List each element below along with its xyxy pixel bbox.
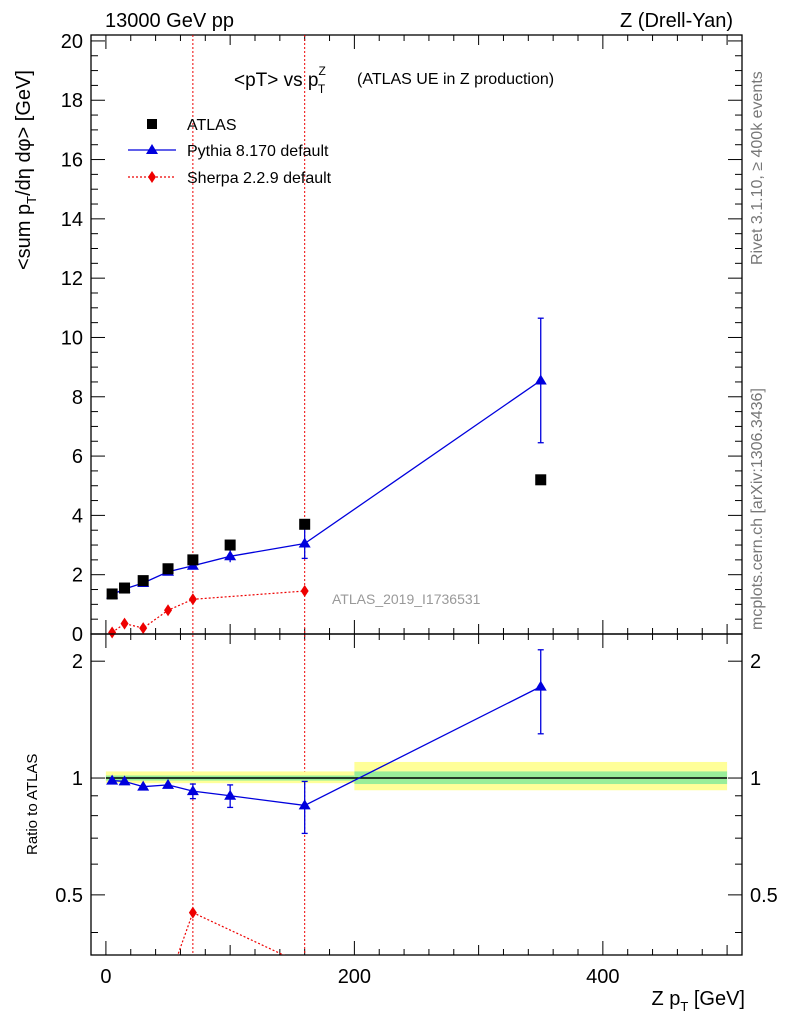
y-tick-label: 18 — [61, 90, 83, 112]
pythia-ratio-point — [298, 799, 311, 810]
header-right: Z (Drell-Yan) — [620, 10, 733, 32]
sherpa-ratio-point — [301, 959, 309, 971]
sherpa-point — [164, 604, 173, 617]
svg-text:<pT> vs pZT: <pT> vs pZ T — [234, 64, 326, 96]
title-main: <pT> vs p — [234, 70, 319, 91]
legend-label-pythia: Pythia 8.170 default — [187, 143, 329, 160]
title-sub: T — [318, 82, 326, 96]
title-sup: Z — [319, 64, 326, 78]
legend-label-sherpa: Sherpa 2.2.9 default — [187, 170, 332, 187]
legend-label-atlas: ATLAS — [187, 117, 237, 134]
y-axis-label-main: <sum pT/dη dφ> [GeV] — [13, 70, 39, 270]
sherpa-ratio-line-segment — [177, 912, 194, 955]
pythia-point — [298, 537, 311, 548]
x-tick-label: 0 — [100, 966, 111, 988]
atlas-point — [187, 554, 199, 566]
pythia-ratio-point — [162, 778, 175, 789]
atlas-point — [224, 539, 236, 551]
y-axis-label-ratio: Ratio to ATLAS — [24, 754, 41, 855]
atlas-point — [535, 474, 547, 486]
pythia-ratio-point — [534, 680, 547, 691]
legend-marker-pythia — [146, 144, 158, 154]
y-tick-label: 14 — [61, 209, 83, 231]
atlas-point — [137, 575, 149, 587]
y-tick-label: 2 — [72, 565, 83, 587]
sherpa-ratio-point — [188, 906, 197, 919]
analysis-tag: ATLAS_2019_I1736531 — [332, 591, 481, 607]
atlas-point — [106, 588, 118, 600]
sherpa-point — [120, 617, 129, 630]
pythia-ratio-point — [118, 775, 131, 786]
y-tick-label: 20 — [61, 31, 83, 53]
y-tick-label: 0 — [72, 624, 83, 646]
ratio-y-tick-label: 2 — [72, 651, 83, 673]
ratio-y-tick-label: 1 — [72, 768, 83, 790]
pythia-ratio-point — [224, 789, 237, 800]
ratio-frame — [90, 633, 743, 956]
pythia-line — [111, 379, 542, 596]
pythia-ratio-point — [106, 774, 119, 785]
ratio-panel: 0 200 400 0.5 0.5 1 1 2 2 — [55, 633, 778, 988]
legend-marker-atlas — [147, 119, 157, 129]
sherpa-point — [139, 622, 148, 635]
ratio-y-tick-label-right: 1 — [750, 768, 761, 790]
sherpa-point — [300, 585, 309, 598]
pythia-point — [224, 550, 237, 561]
atlas-point — [299, 518, 311, 530]
atlas-point — [119, 582, 131, 594]
sherpa-ratio-line — [192, 912, 285, 955]
atlas-point — [162, 563, 174, 575]
ratio-y-tick-label-right: 0.5 — [750, 885, 778, 907]
y-tick-label: 10 — [61, 327, 83, 349]
side-label-bottom: mcplots.cern.ch [arXiv:1306.3436] — [749, 388, 766, 630]
pythia-ratio-point — [186, 785, 199, 796]
x-tick-label: 400 — [586, 966, 619, 988]
y-tick-label: 12 — [61, 268, 83, 290]
legend-marker-sherpa — [148, 171, 156, 183]
plot-title: <pT> vs pZ T (ATLAS UE in Z production) — [234, 64, 554, 96]
y-tick-label: 8 — [72, 387, 83, 409]
ratio-series — [106, 649, 547, 971]
sherpa-point — [188, 593, 197, 606]
y-tick-label: 16 — [61, 150, 83, 172]
x-axis-label: Z pT [GeV] — [651, 988, 745, 1014]
title-rest: (ATLAS UE in Z production) — [357, 71, 554, 88]
ratio-y-tick-label: 0.5 — [55, 885, 83, 907]
pythia-ratio-point — [137, 780, 150, 791]
ratio-y-tick-label-right: 2 — [750, 651, 761, 673]
legend: ATLAS Pythia 8.170 default Sherpa 2.2.9 … — [128, 117, 332, 187]
pythia-point — [534, 374, 547, 385]
side-label-top: Rivet 3.1.10, ≥ 400k events — [749, 71, 766, 265]
y-tick-label: 6 — [72, 446, 83, 468]
header-left: 13000 GeV pp — [105, 10, 234, 32]
sherpa-point — [108, 626, 117, 639]
y-tick-label: 4 — [72, 505, 83, 527]
x-tick-label: 200 — [338, 966, 371, 988]
